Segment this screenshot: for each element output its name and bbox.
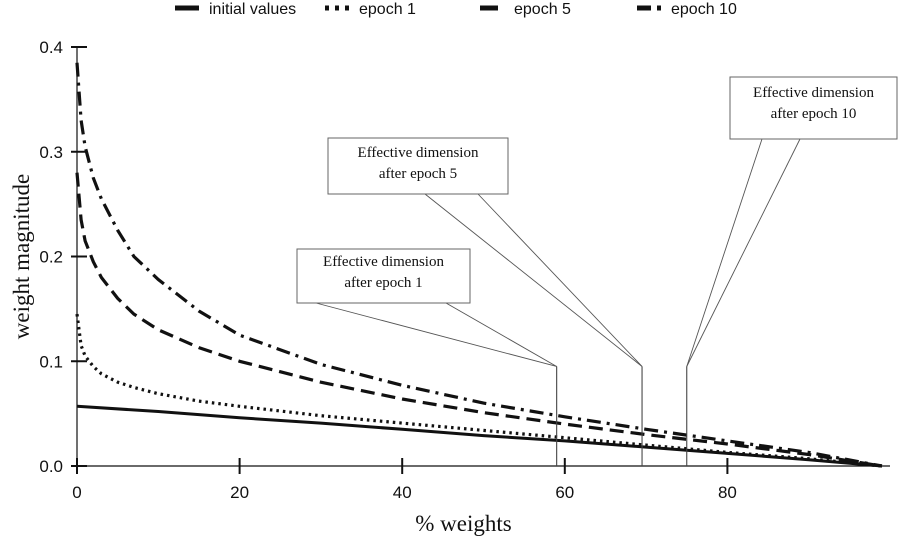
series-line-epoch-5 <box>75 172 883 468</box>
callout-text: Effective dimension <box>358 145 479 161</box>
callout-box <box>327 137 509 195</box>
x-tick-label: 80 <box>718 483 737 502</box>
y-tick-label: 0.1 <box>39 352 63 371</box>
legend-label: initial values <box>209 1 296 18</box>
callout-leader <box>686 138 801 367</box>
y-tick-label: 0.0 <box>39 457 63 476</box>
y-tick-label: 0.3 <box>39 143 63 162</box>
x-tick-label: 60 <box>555 483 574 502</box>
legend-label: epoch 10 <box>671 1 737 18</box>
callout-text: after epoch 5 <box>379 166 457 182</box>
callout-leader <box>445 302 557 367</box>
callout-text: Effective dimension <box>323 254 444 270</box>
callout-text: after epoch 1 <box>344 275 422 291</box>
x-tick-label: 40 <box>393 483 412 502</box>
x-axis-label: % weights <box>415 511 512 536</box>
series-layer <box>75 62 883 468</box>
y-tick-label: 0.4 <box>39 38 63 57</box>
callout-text: Effective dimension <box>753 85 874 101</box>
series-line-epoch-1 <box>75 313 883 468</box>
annotation-layer: Effective dimension after epoch 1 Effectiv… <box>296 76 898 466</box>
legend-label: epoch 1 <box>359 1 416 18</box>
callout-text: after epoch 10 <box>771 106 857 122</box>
callout-leader <box>424 193 643 367</box>
callout-leader <box>686 138 763 367</box>
x-tick-label: 0 <box>72 483 81 502</box>
callout-leader <box>315 302 557 367</box>
legend: initial values epoch 1 epoch 5 epoch 10 <box>175 1 737 18</box>
x-tick-label: 20 <box>230 483 249 502</box>
legend-label: epoch 5 <box>514 1 571 18</box>
y-axis-label: weight magnitude <box>9 174 34 339</box>
axes: 0 20 40 60 80 0.0 0.1 0.2 0.3 0.4 % weights weight … <box>9 38 890 536</box>
callout-box <box>729 76 898 140</box>
callout-box <box>296 248 471 304</box>
callout-leader <box>477 193 643 367</box>
y-tick-label: 0.2 <box>39 248 63 267</box>
series-line-initial-values <box>76 404 883 468</box>
